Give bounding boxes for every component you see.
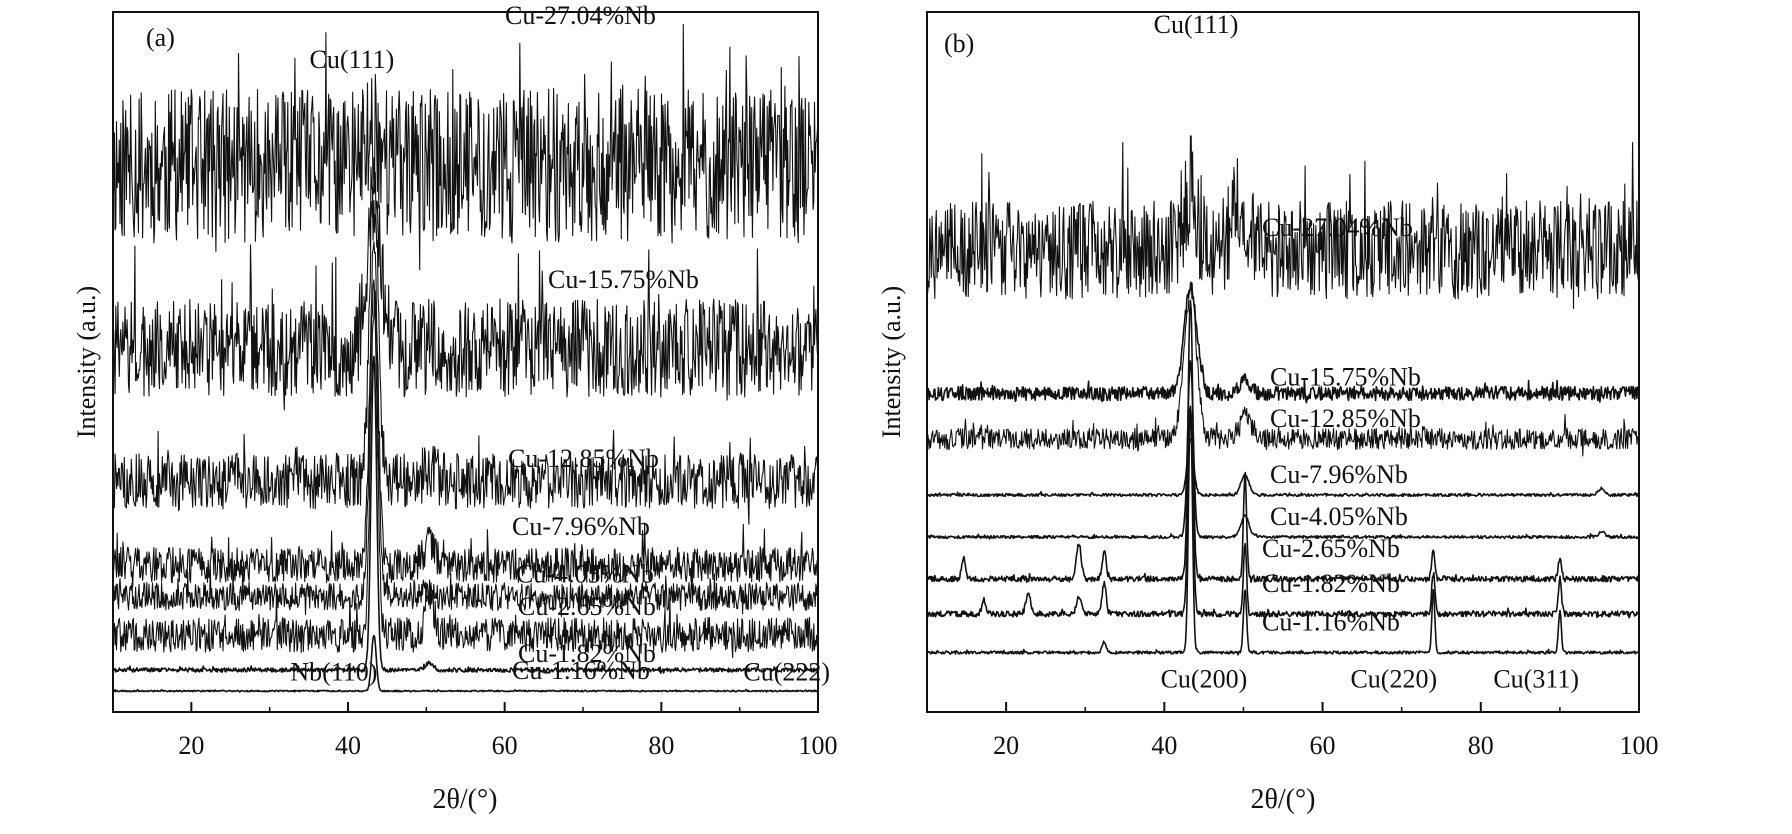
peak-annotation: Cu(200)	[1161, 665, 1248, 694]
series-label: Cu-1.82%Nb	[518, 639, 656, 668]
series-label: Cu-27.04%Nb	[505, 1, 656, 30]
peak-annotation: Cu(311)	[1493, 665, 1579, 694]
series-label: Cu-1.16%Nb	[512, 656, 650, 685]
xrd-series-line	[926, 282, 1640, 404]
xrd-series-line	[926, 299, 1640, 584]
x-tick-label: 100	[799, 731, 838, 760]
series-label: Cu-12.85%Nb	[508, 444, 659, 473]
series-label: Cu-7.96%Nb	[1270, 460, 1408, 489]
xrd-series-line	[112, 23, 819, 271]
xrd-series-line	[112, 355, 819, 674]
xrd-series-line	[112, 634, 819, 693]
series-label: Cu-15.75%Nb	[548, 265, 699, 294]
series-label: Cu-4.05%Nb	[516, 560, 654, 589]
xrd-series-line	[112, 279, 819, 618]
x-tick-label: 60	[492, 731, 518, 760]
xrd-series-line	[926, 438, 1640, 498]
series-label: Cu-15.75%Nb	[1270, 363, 1421, 392]
panel-a: 20 40 60 80 100 Cu-27.04%Nb Cu-15.75%Nb Cu-12.…	[72, 1, 838, 815]
series-labels: Cu-27.04%Nb Cu-15.75%Nb Cu-12.85%Nb Cu-7.96…	[505, 1, 699, 685]
series-label: Cu-7.96%Nb	[512, 512, 650, 541]
peak-annotations: Cu(111) Cu(200) Cu(220) Cu(311)	[1154, 10, 1579, 694]
series-label: Cu-4.05%Nb	[1270, 502, 1408, 531]
peak-annotation: Cu(220)	[1350, 665, 1437, 694]
xrd-series-line	[112, 292, 819, 659]
panel-b: 20 40 60 80 100 Cu-27.04%Nb Cu-15.75%Nb Cu-12.…	[877, 10, 1659, 815]
peak-annotation: Nb(110)	[290, 658, 377, 687]
series-label: Cu-2.65%Nb	[518, 592, 656, 621]
series-labels: Cu-27.04%Nb Cu-15.75%Nb Cu-12.85%Nb Cu-7.96…	[1262, 213, 1421, 637]
panel-label: (a)	[146, 23, 175, 52]
x-tick-label: 80	[648, 731, 674, 760]
peak-annotation: Cu(111)	[310, 45, 395, 74]
x-axis-label: 2θ/(°)	[432, 784, 497, 815]
x-tick-label: 40	[1151, 731, 1177, 760]
x-tick-label: 80	[1468, 731, 1494, 760]
peak-annotation: Cu(111)	[1154, 10, 1239, 39]
xrd-series-line	[112, 157, 819, 525]
plot-frame	[926, 11, 1640, 713]
x-tick-label: 60	[1310, 731, 1336, 760]
xrd-series-line	[926, 405, 1640, 619]
xrd-traces	[112, 23, 819, 693]
xrd-series-line	[926, 360, 1640, 540]
panel-label: (b)	[944, 29, 974, 58]
xrd-series-line	[926, 135, 1640, 310]
series-label: Cu-1.16%Nb	[1262, 608, 1400, 637]
x-tick-label: 40	[335, 731, 361, 760]
xrd-series-line	[926, 281, 1640, 457]
xrd-series-line	[112, 166, 819, 411]
series-label: Cu-27.04%Nb	[1262, 213, 1413, 242]
x-axis-ticks: 20 40 60 80 100	[926, 702, 1659, 760]
peak-annotations: Cu(111) Nb(110) Cu(222)	[290, 45, 830, 687]
series-label: Cu-12.85%Nb	[1270, 404, 1421, 433]
x-tick-label: 20	[178, 731, 204, 760]
series-label: Cu-1.82%Nb	[1262, 569, 1400, 598]
peak-annotation: Cu(222)	[743, 658, 830, 687]
y-axis-label: Intensity (a.u.)	[877, 286, 906, 438]
x-tick-label: 100	[1620, 731, 1659, 760]
x-axis-label: 2θ/(°)	[1250, 784, 1315, 815]
xrd-series-line	[926, 408, 1640, 656]
y-axis-label: Intensity (a.u.)	[72, 286, 101, 438]
xrd-series-line	[112, 241, 819, 588]
xrd-traces	[926, 135, 1640, 656]
x-axis-ticks: 20 40 60 80 100	[112, 702, 838, 760]
x-tick-label: 20	[993, 731, 1019, 760]
series-label: Cu-2.65%Nb	[1262, 534, 1400, 563]
